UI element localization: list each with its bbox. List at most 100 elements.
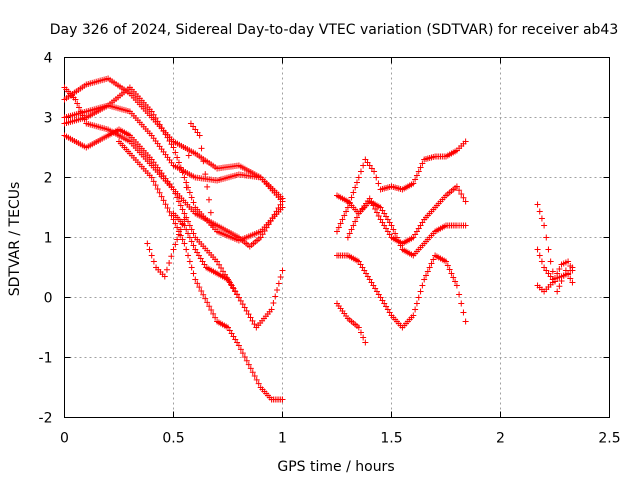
data-point xyxy=(255,380,262,387)
data-point xyxy=(177,202,184,209)
data-point xyxy=(194,280,201,287)
data-point xyxy=(79,112,86,119)
data-point xyxy=(428,260,435,267)
data-point xyxy=(275,280,282,287)
data-point xyxy=(209,222,216,229)
data-point xyxy=(218,265,225,272)
data-point xyxy=(200,291,207,298)
data-point xyxy=(185,218,192,225)
data-point xyxy=(417,164,424,171)
data-point xyxy=(243,307,250,314)
data-point xyxy=(179,206,186,213)
data-point xyxy=(344,204,351,211)
data-point xyxy=(419,160,426,167)
data-point xyxy=(161,273,168,280)
x-tick-label: 0.5 xyxy=(162,431,184,447)
data-point xyxy=(390,226,397,233)
y-tick-label: 0 xyxy=(44,291,53,307)
data-point xyxy=(343,208,350,215)
data-point xyxy=(220,268,227,275)
series-s4 xyxy=(61,126,286,250)
data-point xyxy=(344,234,351,241)
data-point xyxy=(202,295,209,302)
data-point xyxy=(410,180,417,187)
data-point xyxy=(272,293,279,300)
data-point xyxy=(154,185,161,192)
data-point xyxy=(241,353,248,360)
data-point xyxy=(175,231,182,238)
series-s13 xyxy=(344,198,469,259)
data-point xyxy=(413,172,420,179)
data-point xyxy=(72,96,79,103)
data-point xyxy=(569,264,576,271)
data-point xyxy=(166,208,173,215)
data-point xyxy=(206,196,213,203)
x-tick-label: 0 xyxy=(60,431,69,447)
ticks xyxy=(64,57,610,418)
data-point xyxy=(214,258,221,265)
data-point xyxy=(188,264,195,271)
data-point xyxy=(253,376,260,383)
series-s9 xyxy=(334,183,469,247)
data-point xyxy=(545,246,552,253)
data-point xyxy=(259,231,266,238)
data-point xyxy=(355,324,362,331)
data-point xyxy=(417,288,424,295)
data-point xyxy=(410,312,417,319)
tick-labels: 0 0.5 1 1.5 2 2.5 -2 -1 0 1 2 3 4 xyxy=(39,51,621,447)
data-point xyxy=(569,279,576,286)
data-point xyxy=(415,168,422,175)
data-point xyxy=(353,179,360,186)
data-point xyxy=(168,141,175,148)
data-point xyxy=(162,201,169,208)
data-point xyxy=(186,222,193,229)
data-point xyxy=(426,264,433,271)
data-point xyxy=(549,268,556,275)
data-point xyxy=(237,297,244,304)
data-point xyxy=(245,311,252,318)
data-point xyxy=(424,268,431,275)
data-point xyxy=(261,227,268,234)
series-s12 xyxy=(334,300,369,346)
data-point xyxy=(174,236,181,243)
data-point xyxy=(181,174,188,181)
data-point xyxy=(536,252,543,259)
data-point xyxy=(538,215,545,222)
data-point xyxy=(202,171,209,178)
y-tick-label: 4 xyxy=(44,51,53,67)
x-tick-label: 1.5 xyxy=(380,431,402,447)
data-point xyxy=(446,266,453,273)
data-point xyxy=(277,274,284,280)
data-point xyxy=(216,261,223,268)
data-point xyxy=(200,158,207,165)
data-point xyxy=(208,307,215,314)
data-point xyxy=(172,149,179,156)
data-point xyxy=(162,131,169,138)
data-point xyxy=(174,194,181,201)
data-point xyxy=(388,222,395,229)
data-point xyxy=(453,183,460,190)
series-s2 xyxy=(61,102,286,205)
data-point xyxy=(212,314,219,321)
data-point xyxy=(534,246,541,253)
data-point xyxy=(247,314,254,321)
data-point xyxy=(392,230,399,237)
data-point xyxy=(185,252,192,259)
data-point xyxy=(188,226,195,233)
data-point xyxy=(74,100,81,107)
data-point xyxy=(156,121,163,128)
data-point xyxy=(341,212,348,219)
data-point xyxy=(444,262,451,269)
data-point xyxy=(148,252,155,259)
data-point xyxy=(186,258,193,265)
data-point xyxy=(154,118,161,125)
data-point xyxy=(181,222,188,229)
data-point xyxy=(170,144,177,151)
data-point xyxy=(181,240,188,247)
data-point xyxy=(458,191,465,197)
data-point xyxy=(350,222,357,229)
data-point xyxy=(237,346,244,353)
data-point xyxy=(279,396,286,403)
data-point xyxy=(350,189,357,196)
data-point xyxy=(534,201,541,208)
